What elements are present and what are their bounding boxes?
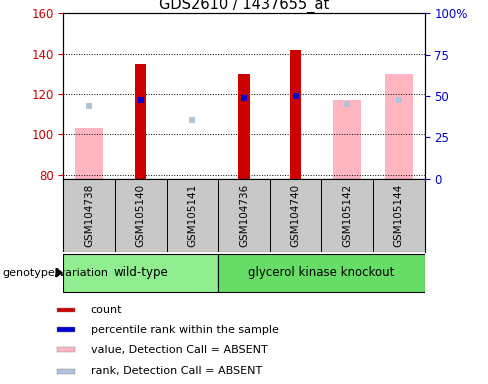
Text: count: count bbox=[91, 305, 122, 315]
Bar bbox=[58, 328, 75, 332]
Text: GSM104740: GSM104740 bbox=[290, 184, 301, 247]
Bar bbox=[333, 100, 362, 179]
Bar bbox=[135, 64, 146, 179]
Text: percentile rank within the sample: percentile rank within the sample bbox=[91, 325, 279, 335]
Bar bbox=[75, 128, 103, 179]
Bar bbox=[290, 50, 301, 179]
Bar bbox=[58, 369, 75, 374]
Text: GSM104738: GSM104738 bbox=[84, 184, 94, 247]
Text: wild-type: wild-type bbox=[113, 266, 168, 279]
Text: GSM105141: GSM105141 bbox=[187, 184, 198, 247]
Text: GSM104736: GSM104736 bbox=[239, 184, 249, 247]
Title: GDS2610 / 1437655_at: GDS2610 / 1437655_at bbox=[159, 0, 329, 13]
Text: GSM105144: GSM105144 bbox=[394, 184, 404, 247]
Text: GSM105142: GSM105142 bbox=[342, 184, 352, 247]
Text: rank, Detection Call = ABSENT: rank, Detection Call = ABSENT bbox=[91, 366, 262, 376]
Bar bbox=[63, 254, 218, 292]
Bar bbox=[218, 254, 425, 292]
Text: glycerol kinase knockout: glycerol kinase knockout bbox=[248, 266, 395, 279]
Bar bbox=[385, 74, 413, 179]
Bar bbox=[58, 347, 75, 352]
Text: GSM105140: GSM105140 bbox=[136, 184, 146, 247]
Text: genotype/variation: genotype/variation bbox=[2, 268, 108, 278]
Bar bbox=[58, 308, 75, 313]
Bar bbox=[238, 74, 250, 179]
Text: value, Detection Call = ABSENT: value, Detection Call = ABSENT bbox=[91, 345, 267, 355]
